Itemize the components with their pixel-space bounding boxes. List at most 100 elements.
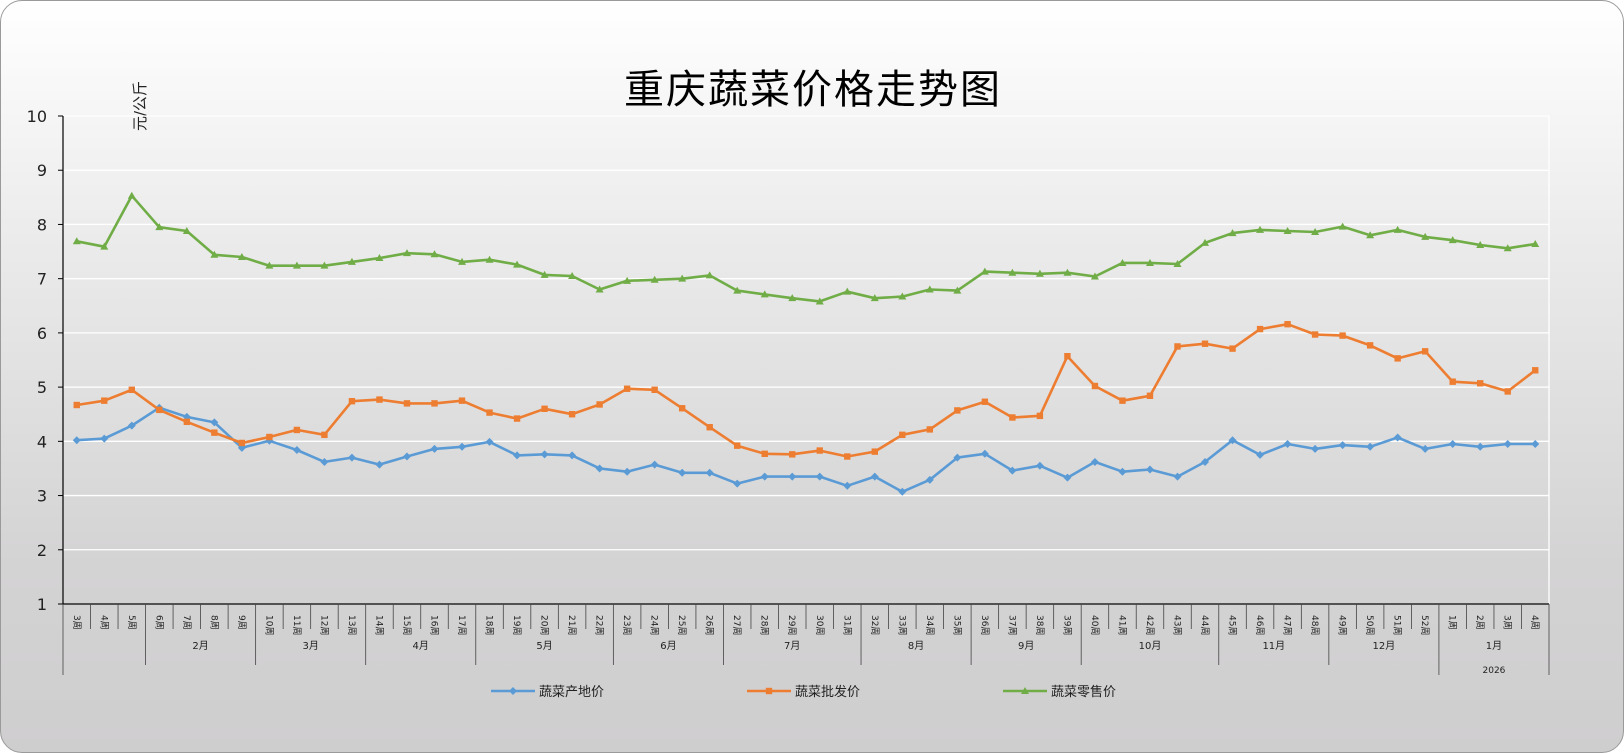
data-point: [486, 409, 493, 416]
x-tick-label: 44周: [1199, 615, 1210, 635]
data-point: [73, 401, 80, 409]
legend-label: 蔬菜批发价: [795, 684, 860, 700]
data-point: [266, 433, 273, 441]
x-tick-label: 43周: [1172, 615, 1183, 635]
data-point: [1531, 440, 1540, 449]
data-point: [72, 237, 81, 245]
x-tick-label: 35周: [951, 615, 962, 635]
data-point: [734, 442, 741, 449]
data-point: [1283, 226, 1292, 234]
x-tick-label: 19周: [511, 615, 522, 635]
series-1: [72, 403, 1540, 496]
data-point: [100, 434, 109, 443]
data-point: [1311, 444, 1320, 453]
x-tick-label: 32周: [869, 615, 880, 635]
x-tick-label: 46周: [1254, 615, 1265, 635]
x-tick-label: 36周: [979, 615, 990, 635]
legend-item-2: 蔬菜批发价: [747, 684, 860, 700]
data-point: [926, 426, 934, 433]
data-point: [595, 285, 604, 293]
x-tick-label: 37周: [1006, 615, 1017, 635]
data-point: [347, 453, 356, 462]
data-point: [871, 448, 878, 455]
data-point: [1118, 467, 1127, 476]
data-point: [1256, 450, 1265, 459]
data-point: [1090, 272, 1099, 280]
data-point: [431, 400, 438, 407]
data-point: [1173, 472, 1182, 481]
x-month-label: 5月: [536, 640, 552, 652]
data-point: [1064, 353, 1071, 360]
data-point: [1421, 232, 1430, 240]
data-point: [1063, 268, 1072, 276]
y-tick-label: 3: [37, 487, 47, 506]
x-tick-label: 50周: [1364, 615, 1375, 635]
x-tick-label: 14周: [373, 615, 384, 635]
y-tick-label: 1: [37, 595, 47, 614]
data-point: [705, 468, 714, 477]
x-tick-label: 25周: [676, 615, 687, 635]
data-point: [513, 415, 521, 422]
x-tick-label: 17周: [456, 615, 467, 635]
data-point: [1503, 244, 1512, 252]
x-tick-label: 29周: [786, 615, 797, 635]
data-point: [981, 398, 989, 405]
data-point: [182, 226, 191, 234]
x-tick-label: 45周: [1227, 615, 1238, 635]
x-tick-label: 23周: [621, 615, 632, 635]
data-point: [321, 431, 328, 439]
data-point: [540, 270, 549, 278]
data-point: [760, 290, 769, 298]
x-tick-label: 26周: [704, 615, 715, 635]
x-tick-label: 11周: [291, 615, 302, 635]
x-month-label: 12月: [1373, 640, 1396, 652]
data-point: [706, 424, 713, 431]
data-point: [595, 464, 604, 473]
data-point: [155, 223, 164, 231]
data-point: [210, 418, 219, 427]
data-point: [1421, 348, 1429, 355]
data-point: [733, 479, 742, 488]
x-month-label: 4月: [413, 640, 429, 652]
data-point: [843, 481, 852, 490]
data-point: [403, 400, 411, 407]
data-point: [238, 439, 246, 447]
data-point: [650, 460, 659, 469]
data-point: [513, 260, 522, 268]
data-point: [568, 451, 577, 460]
data-point: [1119, 397, 1126, 404]
data-point: [815, 472, 824, 481]
data-point: [1366, 231, 1375, 239]
data-point: [1449, 378, 1456, 385]
chart-title: 重庆蔬菜价格走势图: [624, 67, 1002, 113]
data-point: [788, 472, 797, 481]
data-point: [568, 271, 577, 279]
x-tick-label: 4周: [1529, 615, 1540, 630]
data-point: [925, 475, 934, 484]
data-point: [1036, 412, 1044, 420]
data-point: [375, 460, 384, 469]
x-year-label: 2026: [1483, 666, 1506, 676]
x-tick-label: 39周: [1061, 615, 1072, 635]
x-tick-label: 49周: [1337, 615, 1348, 635]
x-month-label: 3月: [302, 640, 318, 652]
data-point: [1532, 367, 1539, 374]
data-point: [1174, 343, 1181, 350]
x-month-label: 2月: [192, 640, 208, 652]
y-tick-label: 2: [37, 541, 47, 560]
data-point: [458, 257, 467, 265]
x-tick-label: 5周: [126, 615, 137, 630]
data-point: [953, 453, 962, 462]
data-point: [678, 405, 686, 412]
x-tick-label: 40周: [1089, 615, 1100, 635]
x-tick-label: 48周: [1309, 615, 1320, 635]
x-tick-label: 27周: [731, 615, 742, 635]
data-point: [1311, 228, 1320, 236]
x-tick-label: 42周: [1144, 615, 1155, 635]
data-point: [513, 451, 522, 460]
x-tick-label: 16周: [429, 615, 440, 635]
data-point: [1145, 258, 1154, 266]
x-tick-label: 12周: [318, 615, 329, 635]
data-point: [540, 450, 549, 459]
data-point: [458, 397, 466, 404]
